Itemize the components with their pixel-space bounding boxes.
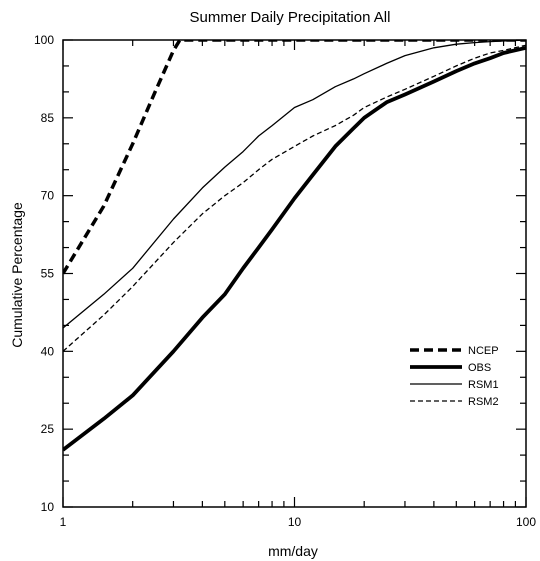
legend-label-obs: OBS: [468, 362, 491, 374]
x-axis-label: mm/day: [268, 543, 318, 559]
series-line-rsm1: [63, 40, 526, 329]
y-tick-label: 70: [41, 189, 55, 203]
legend-label-rsm2: RSM2: [468, 396, 499, 408]
y-tick-label: 100: [34, 33, 54, 47]
series-line-obs: [63, 45, 526, 452]
y-tick-label: 55: [41, 267, 55, 281]
x-axis-ticks: 1 10 100: [60, 40, 536, 529]
y-axis-label: Cumulative Percentage: [9, 202, 25, 348]
y-tick-label: 85: [41, 111, 55, 125]
plot-frame: [62, 39, 527, 508]
y-axis-ticks: 10 25 40 55 70 85 100: [34, 33, 526, 514]
legend-label-rsm1: RSM1: [468, 379, 499, 391]
legend-label-ncep: NCEP: [468, 345, 499, 357]
chart-title: Summer Daily Precipitation All: [190, 9, 391, 26]
series-line-ncep: [63, 40, 526, 275]
plot-lines: [63, 40, 526, 452]
x-tick-label: 10: [288, 515, 302, 529]
x-tick-label: 100: [516, 515, 536, 529]
legend: NCEP OBS RSM1 RSM2: [410, 345, 499, 408]
y-tick-label: 40: [41, 344, 55, 358]
x-tick-label: 1: [60, 515, 67, 529]
y-tick-label: 25: [41, 422, 55, 436]
y-tick-label: 10: [41, 500, 55, 514]
